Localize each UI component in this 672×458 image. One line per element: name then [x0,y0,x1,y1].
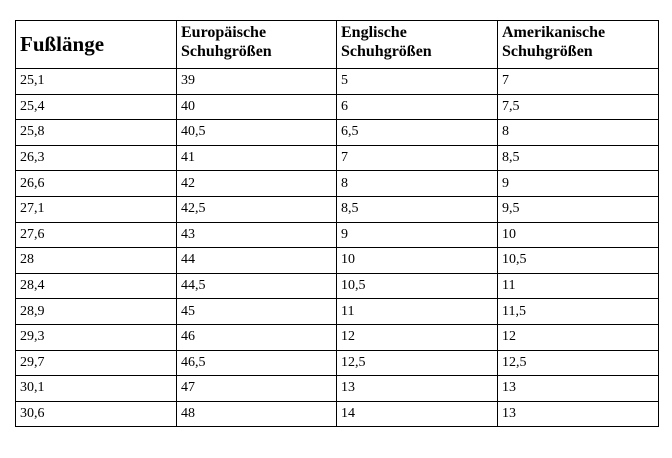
table-cell: 8,5 [497,144,659,172]
table-cell: 12 [336,323,498,351]
table-cell: 8 [336,170,498,197]
header-cell: Amerikanische Schuhgrößen [497,20,659,69]
table-cell: 7 [497,68,659,95]
table-cell: 28,9 [15,298,177,325]
table-cell: 28 [15,247,177,274]
table-cell: 8 [497,119,659,146]
table-cell: 25,1 [15,68,177,95]
table-row: 26,3 41 7 8,5 [15,144,659,172]
table-cell: 13 [336,375,498,402]
table-row: 29,7 46,5 12,5 12,5 [15,349,659,377]
table-cell: 26,6 [15,170,177,197]
table-cell: 11 [336,298,498,325]
table-cell: 9 [497,170,659,197]
table-cell: 27,1 [15,195,177,223]
table-cell: 25,8 [15,119,177,146]
table-cell: 40 [176,93,337,121]
table-cell: 10,5 [497,247,659,274]
table-row: 26,6 42 8 9 [15,170,659,197]
table-cell: 6,5 [336,119,498,146]
table-cell: 10,5 [336,272,498,300]
table-cell: 44 [176,247,337,274]
table-cell: 28,4 [15,272,177,300]
table-row: 30,1 47 13 13 [15,375,659,402]
table-cell: 11,5 [497,298,659,325]
table-cell: 41 [176,144,337,172]
table-row: 28,4 44,5 10,5 11 [15,272,659,300]
table-cell: 10 [497,221,659,249]
table-cell: 44,5 [176,272,337,300]
table-cell: 12 [497,323,659,351]
table-cell: 46 [176,323,337,351]
table-row: 27,6 43 9 10 [15,221,659,249]
table-row: 30,6 48 14 13 [15,400,659,428]
table-row: 28,9 45 11 11,5 [15,298,659,325]
table-cell: 48 [176,400,337,428]
table-row: 25,4 40 6 7,5 [15,93,659,121]
table-cell: 7 [336,144,498,172]
table-cell: 42 [176,170,337,197]
header-cell: Fußlänge [15,20,177,69]
table-row: 27,1 42,5 8,5 9,5 [15,195,659,223]
header-row: Fußlänge Europäische Schuhgrößen Englische… [15,20,659,69]
table-cell: 9,5 [497,195,659,223]
table-cell: 13 [497,375,659,402]
table-cell: 10 [336,247,498,274]
table-cell: 40,5 [176,119,337,146]
table-cell: 13 [497,400,659,428]
table-row: 29,3 46 12 12 [15,323,659,351]
table-cell: 39 [176,68,337,95]
table-cell: 47 [176,375,337,402]
table-cell: 29,7 [15,349,177,377]
table-row: 28 44 10 10,5 [15,247,659,274]
table-cell: 27,6 [15,221,177,249]
table-cell: 45 [176,298,337,325]
table-cell: 11 [497,272,659,300]
table-cell: 30,1 [15,375,177,402]
table-cell: 9 [336,221,498,249]
table-cell: 7,5 [497,93,659,121]
table-cell: 29,3 [15,323,177,351]
table-row: 25,8 40,5 6,5 8 [15,119,659,146]
table-cell: 25,4 [15,93,177,121]
table-cell: 12,5 [336,349,498,377]
table-cell: 5 [336,68,498,95]
table-cell: 43 [176,221,337,249]
table-cell: 26,3 [15,144,177,172]
table-cell: 8,5 [336,195,498,223]
table-cell: 42,5 [176,195,337,223]
size-table: Fußlänge Europäische Schuhgrößen Englische… [15,20,659,428]
header-cell: Englische Schuhgrößen [336,20,498,69]
table-cell: 6 [336,93,498,121]
table-cell: 14 [336,400,498,428]
table-cell: 46,5 [176,349,337,377]
header-cell: Europäische Schuhgrößen [176,20,337,69]
table-cell: 12,5 [497,349,659,377]
table-cell: 30,6 [15,400,177,428]
table-row: 25,1 39 5 7 [15,68,659,95]
